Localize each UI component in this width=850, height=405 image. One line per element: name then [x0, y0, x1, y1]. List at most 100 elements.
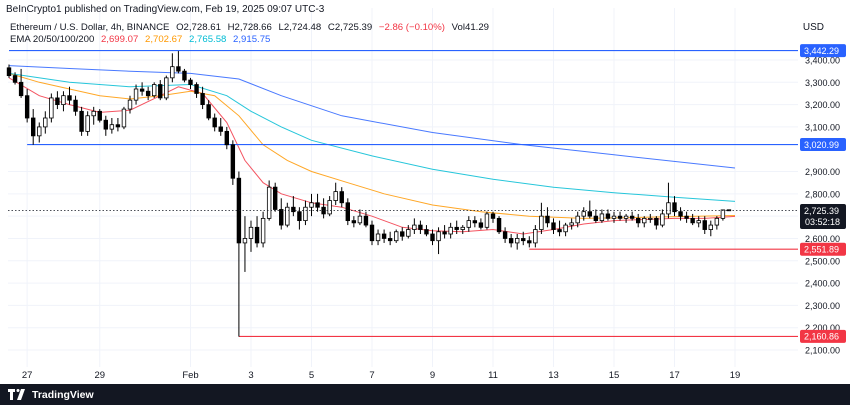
candle-body[interactable] — [611, 215, 617, 219]
candle-body[interactable] — [254, 226, 260, 244]
time-axis[interactable]: 27 29 Feb 3 5 7 9 11 13 15 17 19 — [22, 370, 740, 381]
candle-body[interactable] — [266, 186, 272, 219]
candle-body[interactable] — [285, 206, 290, 226]
candles[interactable] — [6, 51, 732, 337]
candle-body[interactable] — [569, 222, 574, 226]
candle-body[interactable] — [115, 124, 121, 128]
candle-body[interactable] — [599, 213, 605, 222]
currency-label[interactable]: USD — [802, 22, 824, 33]
candle-body[interactable] — [684, 215, 689, 219]
candle-body[interactable] — [400, 231, 405, 237]
candle-body[interactable] — [720, 209, 726, 219]
candle-body[interactable] — [629, 215, 635, 219]
candle-body[interactable] — [587, 211, 592, 217]
candle-body[interactable] — [260, 217, 266, 244]
candle-body[interactable] — [393, 231, 399, 242]
candle-body[interactable] — [103, 119, 108, 130]
candle-body[interactable] — [279, 209, 284, 226]
candle-body[interactable] — [37, 126, 42, 137]
candle-body[interactable] — [527, 240, 532, 244]
candle-body[interactable] — [291, 206, 296, 213]
candle-body[interactable] — [30, 117, 36, 137]
candle-body[interactable] — [551, 222, 556, 230]
candle-body[interactable] — [327, 200, 332, 215]
candle-body[interactable] — [381, 233, 387, 239]
tradingview-logo[interactable]: TradingView — [8, 388, 94, 401]
candle-body[interactable] — [224, 130, 229, 146]
candle-body[interactable] — [236, 177, 242, 244]
candle-body[interactable] — [369, 224, 375, 242]
candle-body[interactable] — [24, 95, 30, 119]
candle-body[interactable] — [133, 88, 139, 101]
candle-body[interactable] — [714, 217, 720, 226]
candle-body[interactable] — [61, 95, 66, 106]
candle-body[interactable] — [539, 215, 544, 230]
candle-body[interactable] — [73, 99, 78, 112]
candle-body[interactable] — [315, 202, 320, 208]
candle-body[interactable] — [200, 93, 205, 106]
candle-body[interactable] — [448, 226, 453, 235]
candle-body[interactable] — [182, 70, 187, 81]
candle-body[interactable] — [272, 186, 278, 210]
candle-body[interactable] — [702, 220, 707, 230]
candle-body[interactable] — [194, 84, 199, 94]
candle-body[interactable] — [333, 191, 338, 201]
candle-body[interactable] — [424, 229, 429, 235]
candle-body[interactable] — [478, 222, 484, 228]
candle-body[interactable] — [666, 202, 671, 215]
candle-body[interactable] — [91, 110, 96, 117]
candle-body[interactable] — [418, 224, 423, 230]
candle-body[interactable] — [248, 226, 254, 239]
candle-body[interactable] — [387, 238, 393, 242]
candle-body[interactable] — [164, 77, 169, 99]
candle-body[interactable] — [521, 238, 526, 242]
candle-body[interactable] — [617, 215, 623, 219]
candle-body[interactable] — [375, 233, 381, 242]
candle-body[interactable] — [575, 215, 580, 224]
candle-body[interactable] — [206, 104, 211, 119]
candle-body[interactable] — [648, 217, 653, 220]
candle-body[interactable] — [85, 115, 90, 132]
candle-body[interactable] — [557, 229, 562, 233]
candle-body[interactable] — [642, 217, 647, 224]
candle-body[interactable] — [109, 124, 115, 130]
candle-body[interactable] — [55, 97, 60, 106]
candle-body[interactable] — [502, 231, 508, 239]
symbol-title[interactable]: Ethereum / U.S. Dollar, 4h, BINANCE — [10, 22, 170, 33]
candle-body[interactable] — [230, 144, 236, 179]
candle-body[interactable] — [139, 88, 145, 92]
candle-body[interactable] — [406, 229, 411, 237]
candle-body[interactable] — [242, 238, 248, 244]
candle-body[interactable] — [605, 213, 611, 219]
candle-body[interactable] — [363, 215, 369, 226]
candle-body[interactable] — [79, 110, 84, 132]
candle-body[interactable] — [151, 84, 157, 97]
candle-body[interactable] — [623, 215, 629, 219]
candle-body[interactable] — [696, 220, 701, 224]
candle-body[interactable] — [351, 220, 357, 224]
candle-body[interactable] — [297, 211, 302, 222]
candle-body[interactable] — [545, 215, 550, 224]
candle-body[interactable] — [357, 215, 363, 224]
candle-body[interactable] — [43, 117, 48, 128]
candle-body[interactable] — [49, 97, 54, 119]
candle-body[interactable] — [533, 229, 538, 244]
candle-body[interactable] — [176, 66, 181, 72]
candle-body[interactable] — [472, 220, 478, 224]
candle-body[interactable] — [484, 213, 490, 228]
candle-body[interactable] — [430, 233, 435, 242]
candle-body[interactable] — [12, 75, 18, 83]
candle-body[interactable] — [654, 217, 659, 226]
candle-body[interactable] — [121, 108, 127, 128]
ema-label[interactable]: EMA 20/50/100/200 — [10, 34, 95, 45]
candle-body[interactable] — [158, 84, 163, 99]
candle-body[interactable] — [678, 211, 683, 217]
candle-body[interactable] — [593, 215, 599, 222]
candle-body[interactable] — [454, 226, 459, 230]
candle-body[interactable] — [508, 238, 514, 244]
candle-body[interactable] — [339, 191, 344, 204]
candle-body[interactable] — [127, 99, 133, 110]
candle-body[interactable] — [218, 126, 223, 132]
candle-body[interactable] — [672, 202, 677, 213]
